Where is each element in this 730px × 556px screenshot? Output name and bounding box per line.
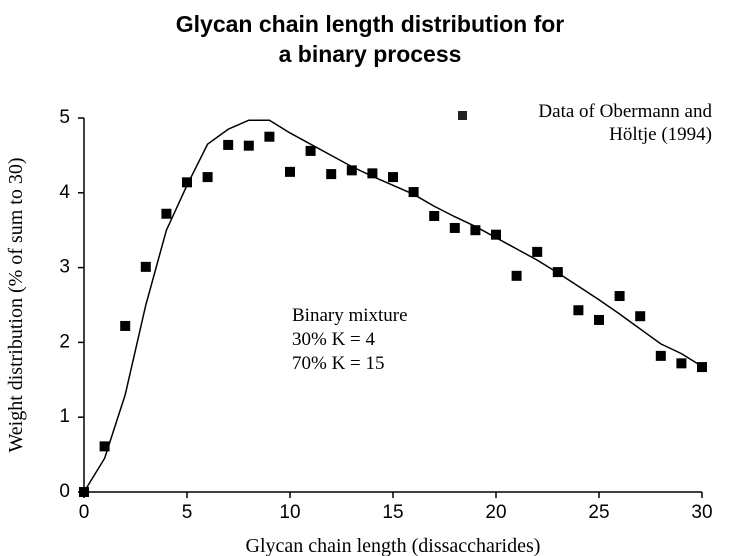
data-point xyxy=(655,350,666,361)
data-point xyxy=(697,362,707,373)
data-point xyxy=(243,140,254,151)
data-point xyxy=(470,225,481,236)
legend-marker xyxy=(458,111,467,120)
data-point xyxy=(161,208,172,219)
data-point xyxy=(202,172,213,183)
y-tick-label: 0 xyxy=(59,481,70,502)
annotation: 30% K = 4 xyxy=(292,329,376,350)
data-point xyxy=(326,169,337,180)
data-point xyxy=(573,305,584,316)
y-tick-label: 1 xyxy=(59,406,70,427)
x-tick-label: 25 xyxy=(588,502,609,523)
data-point xyxy=(182,177,192,188)
data-point xyxy=(449,222,460,233)
data-point xyxy=(264,131,275,142)
y-tick-label: 3 xyxy=(59,257,70,278)
data-point xyxy=(635,311,646,322)
data-point xyxy=(367,168,378,179)
x-tick-label: 0 xyxy=(79,502,90,523)
y-tick-label: 4 xyxy=(59,182,70,203)
y-axis-label: Weight distribution (% of sum to 30) xyxy=(5,157,27,452)
data-point xyxy=(491,229,501,240)
annotation: 70% K = 15 xyxy=(292,353,385,374)
x-tick-label: 20 xyxy=(485,502,506,523)
data-point xyxy=(408,187,419,198)
data-point xyxy=(223,139,234,150)
data-point xyxy=(388,172,398,183)
annotation: Binary mixture xyxy=(292,305,408,326)
legend: Data of Obermann and Höltje (1994) xyxy=(538,101,712,145)
x-tick-label: 5 xyxy=(182,502,193,523)
data-point xyxy=(676,358,687,369)
y-tick-label: 2 xyxy=(59,331,70,352)
data-point xyxy=(511,270,522,281)
chart-title: Glycan chain length distribution for xyxy=(176,11,565,37)
data-point xyxy=(532,246,543,257)
chart-title: a binary process xyxy=(279,41,462,67)
data-point xyxy=(285,166,295,177)
x-tick-label: 10 xyxy=(279,502,300,523)
data-point xyxy=(99,441,110,452)
x-tick-label: 15 xyxy=(382,502,403,523)
x-axis-label: Glycan chain length (dissaccharides) xyxy=(246,535,541,556)
data-point xyxy=(140,261,151,272)
fit-curve xyxy=(83,119,703,493)
data-point xyxy=(346,165,357,176)
data-point xyxy=(614,291,625,302)
data-point xyxy=(120,320,131,331)
data-point xyxy=(594,314,604,325)
y-tick-label: 5 xyxy=(59,107,70,128)
x-tick-label: 30 xyxy=(691,502,712,523)
legend-label: Data of Obermann and Höltje (1994) xyxy=(538,101,712,145)
data-point xyxy=(429,210,440,221)
data-point xyxy=(305,145,316,156)
